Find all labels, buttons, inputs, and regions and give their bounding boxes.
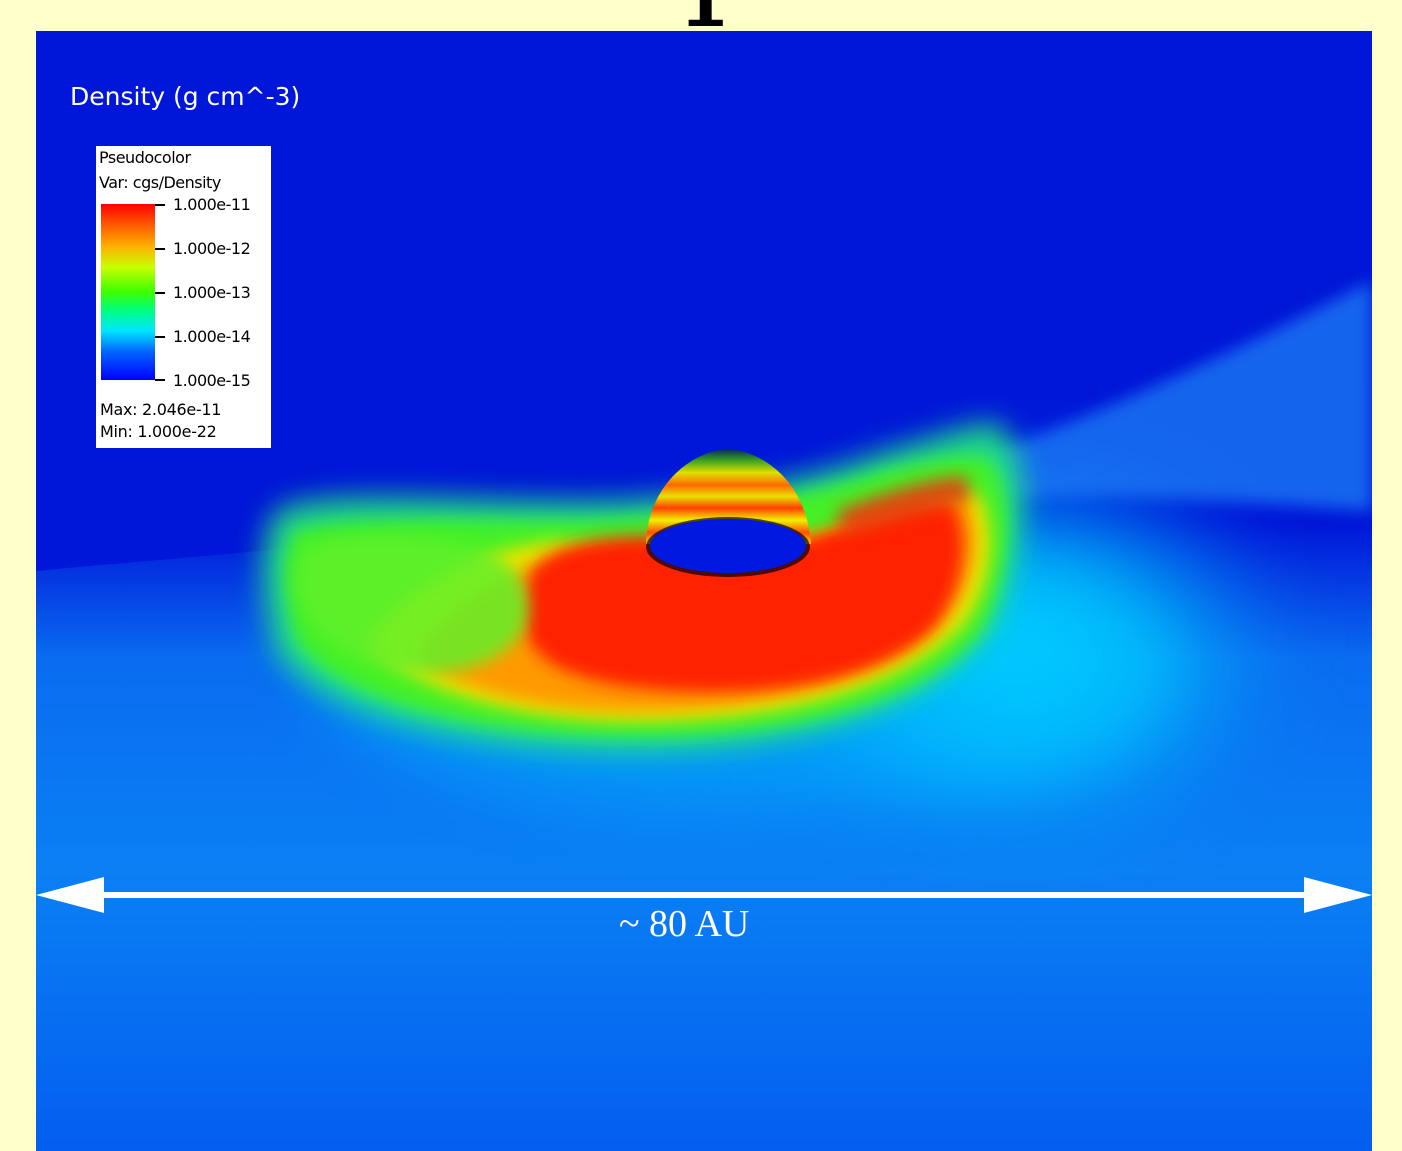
legend-tick-label: 1.000e-12 (173, 239, 251, 258)
central-dome (646, 449, 811, 577)
disk-red-crescent (523, 501, 963, 692)
legend-tick-mark (155, 379, 165, 381)
legend-variable: Var: cgs/Density (99, 173, 221, 192)
legend-tick-mark (155, 292, 165, 294)
right-wedge (966, 281, 1372, 511)
legend-min-value: Min: 1.000e-22 (100, 422, 217, 441)
colorbar-legend: Pseudocolor Var: cgs/Density 1.000e-11 1… (96, 146, 271, 448)
legend-tick-mark (155, 248, 165, 250)
cropped-heading-glyph: I (682, 0, 732, 34)
legend-tick-label: 1.000e-14 (173, 327, 251, 346)
colorbar-gradient (101, 204, 155, 380)
legend-plot-type: Pseudocolor (99, 148, 191, 167)
scale-bar-arrow (36, 877, 1372, 913)
dome-opening (650, 519, 806, 573)
legend-tick-label: 1.000e-15 (173, 371, 251, 390)
disk-left-lobe (298, 537, 529, 674)
disk-upper-arc (836, 476, 971, 536)
scale-bar-label: ~ 80 AU (619, 903, 750, 945)
legend-tick-label: 1.000e-13 (173, 283, 251, 302)
density-visualization (36, 31, 1372, 1151)
legend-max-value: Max: 2.046e-11 (100, 400, 222, 419)
legend-tick-mark (155, 336, 165, 338)
density-render-svg (36, 31, 1372, 1151)
legend-tick-mark (155, 204, 165, 206)
legend-tick-label: 1.000e-11 (173, 195, 251, 214)
variable-title: Density (g cm^-3) (70, 82, 301, 111)
